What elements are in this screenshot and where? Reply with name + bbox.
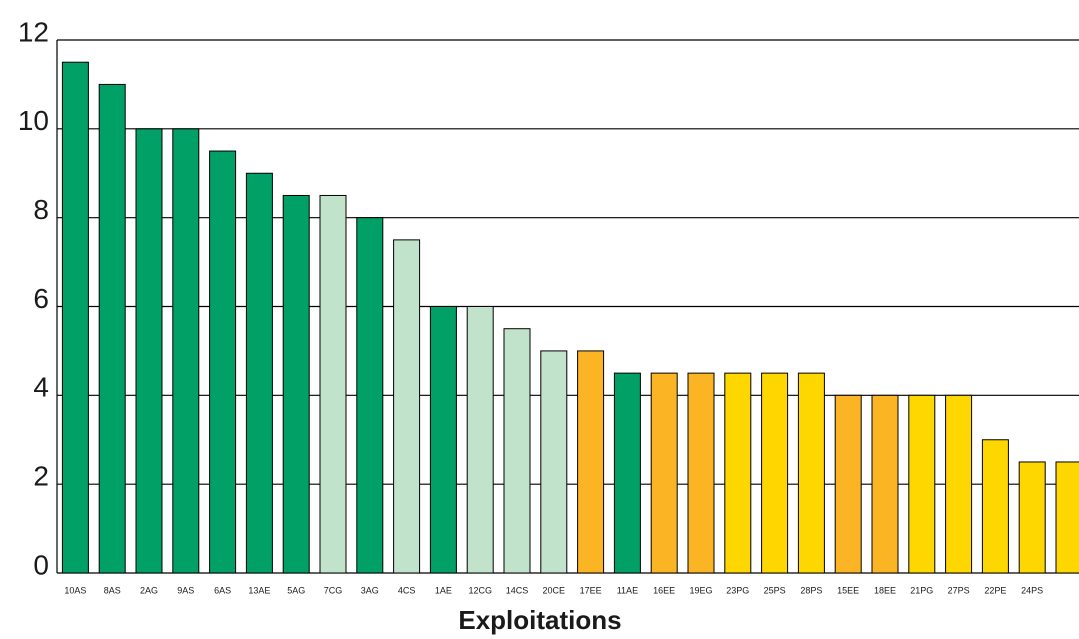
x-tick-label: 25PS	[764, 585, 786, 595]
bar	[945, 394, 973, 574]
bar	[282, 194, 310, 574]
x-tick-label: 21PG	[910, 585, 933, 595]
x-tick-label: 27PS	[948, 585, 970, 595]
x-tick-label: 28PS	[800, 585, 822, 595]
x-tick-label: 23PG	[726, 585, 749, 595]
x-tick-label: 2AG	[140, 585, 158, 595]
x-tick-label: 9AS	[177, 585, 194, 595]
x-tick-label: 14CS	[506, 585, 529, 595]
bar	[466, 306, 494, 574]
y-tick-label: 10	[18, 105, 49, 136]
y-tick-label: 6	[33, 283, 49, 314]
x-tick-label: 8AS	[104, 585, 121, 595]
x-tick-label: 12CG	[468, 585, 492, 595]
y-tick-label: 2	[33, 461, 49, 492]
bar	[503, 328, 531, 574]
x-tick-label: 16EE	[653, 585, 675, 595]
bar	[429, 306, 457, 574]
bar	[540, 350, 568, 574]
bar	[797, 372, 825, 574]
y-tick-label: 12	[18, 16, 49, 47]
bar	[172, 128, 200, 574]
x-tick-label: 15EE	[837, 585, 859, 595]
y-tick-label: 4	[33, 372, 49, 403]
bar	[577, 350, 605, 574]
x-tick-label: 5AG	[287, 585, 305, 595]
x-tick-label: 4CS	[398, 585, 416, 595]
x-tick-label: 3AG	[361, 585, 379, 595]
bar	[871, 394, 899, 574]
bar	[356, 217, 384, 574]
x-tick-label: 18EE	[874, 585, 896, 595]
bar	[135, 128, 163, 574]
bar	[724, 372, 752, 574]
bar	[98, 83, 126, 574]
x-tick-label: 24PS	[1021, 585, 1043, 595]
bar	[1055, 461, 1079, 574]
bar	[393, 239, 421, 574]
x-tick-label: 13AE	[248, 585, 270, 595]
bar	[687, 372, 715, 574]
x-tick-label: 1AE	[435, 585, 452, 595]
bar	[209, 150, 237, 574]
bar	[1018, 461, 1046, 574]
x-tick-label: 6AS	[214, 585, 231, 595]
y-tick-label: 0	[33, 549, 49, 580]
x-axis-label: Exploitations	[458, 605, 621, 635]
bar	[761, 372, 789, 574]
x-tick-label: 10AS	[64, 585, 86, 595]
bar	[834, 394, 862, 574]
bar	[650, 372, 678, 574]
x-tick-label: 20CE	[543, 585, 566, 595]
bar	[319, 194, 347, 574]
bar	[613, 372, 641, 574]
x-tick-label: 17EE	[580, 585, 602, 595]
bar	[908, 394, 936, 574]
bar	[981, 439, 1009, 574]
x-tick-label: 19EG	[689, 585, 712, 595]
x-tick-label: 11AE	[617, 585, 638, 595]
bar	[61, 61, 89, 574]
x-tick-label: 7CG	[324, 585, 343, 595]
bar	[245, 172, 273, 574]
y-tick-label: 8	[33, 194, 49, 225]
x-tick-label: 22PE	[984, 585, 1006, 595]
